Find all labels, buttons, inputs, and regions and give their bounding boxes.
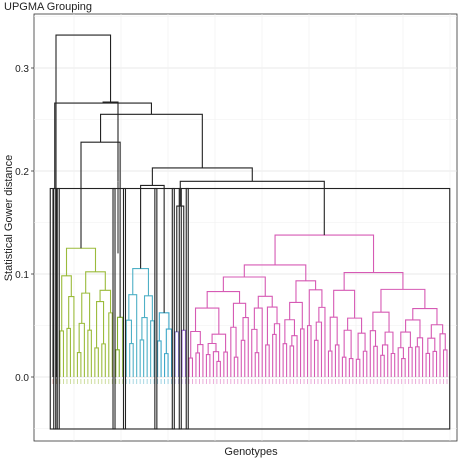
- cluster-branch: [300, 328, 305, 377]
- cluster-branch: [76, 352, 82, 377]
- cluster-branch: [390, 352, 396, 377]
- cluster-branch: [254, 352, 260, 377]
- cluster-branch: [327, 350, 333, 377]
- cluster-branch: [412, 308, 438, 325]
- cluster-branch: [141, 316, 148, 377]
- cluster-branch: [232, 302, 247, 328]
- cluster-branch: [427, 337, 436, 354]
- cluster-branch: [223, 351, 228, 377]
- cluster-branch: [380, 354, 385, 377]
- x-axis-label: Genotypes: [224, 446, 278, 458]
- cluster-box: [185, 187, 451, 430]
- cluster-branch: [205, 354, 211, 377]
- cluster-branch: [181, 329, 187, 377]
- cluster-box: [112, 187, 127, 430]
- y-tick-label: 0.1: [15, 270, 29, 281]
- cluster-branch: [425, 352, 431, 377]
- cluster-branch: [405, 319, 421, 338]
- cluster-branch: [343, 329, 352, 359]
- cluster-branch: [190, 330, 201, 359]
- cluster-boxes: [49, 187, 451, 430]
- cluster-branch: [195, 352, 200, 377]
- cluster-branch: [87, 329, 92, 377]
- cluster-branch: [197, 344, 204, 377]
- cluster-box: [53, 187, 60, 430]
- cluster-branch: [59, 330, 65, 377]
- cluster-branch: [132, 267, 149, 296]
- y-tick-label: 0.3: [15, 64, 29, 75]
- cluster-box: [171, 187, 182, 430]
- y-axis-label: Statistical Gower distance: [3, 155, 15, 282]
- cluster-branch: [85, 271, 106, 294]
- cluster-branch: [372, 311, 390, 333]
- cluster-branch: [174, 331, 180, 377]
- cluster-branch: [222, 276, 266, 297]
- cluster-branch: [61, 275, 72, 331]
- cluster-branch: [207, 342, 217, 355]
- plot-panel: [33, 13, 458, 442]
- cluster-branch: [265, 344, 270, 377]
- y-axis: 0.0 0.1 0.2 0.3: [15, 64, 34, 384]
- cluster-branch: [143, 295, 153, 321]
- cluster-branch: [66, 327, 71, 377]
- cluster-box: [49, 187, 57, 430]
- cluster-branch: [272, 333, 277, 377]
- cluster-branch: [347, 317, 363, 334]
- y-tick-label: 0.2: [15, 167, 29, 178]
- cluster-branch: [306, 325, 312, 377]
- cluster-branch: [284, 319, 296, 344]
- cluster-branch: [65, 247, 97, 276]
- chart-title: UPGMA Grouping: [4, 1, 92, 13]
- cluster-branch: [81, 292, 91, 331]
- cluster-branch: [125, 319, 133, 377]
- cluster-branch: [291, 335, 298, 377]
- cluster-branch: [315, 321, 323, 377]
- cluster-box: [122, 187, 158, 430]
- cluster-branch: [355, 358, 361, 377]
- cluster-branch: [308, 289, 323, 326]
- cluster-box: [178, 187, 189, 430]
- cluster-box: [154, 187, 175, 430]
- cluster-branch: [430, 324, 444, 339]
- merge-branch: [55, 34, 112, 192]
- cluster-box: [56, 187, 116, 430]
- cluster-branch: [384, 331, 394, 354]
- cluster-branch: [108, 312, 113, 377]
- cluster-branch: [139, 339, 145, 377]
- cluster-branch: [251, 328, 258, 377]
- cluster-branch: [380, 288, 426, 313]
- y-tick-label: 0.0: [15, 373, 29, 384]
- cluster-branch: [439, 333, 446, 377]
- cluster-branch: [206, 290, 241, 309]
- cluster-branch: [116, 316, 124, 377]
- cluster-branch: [373, 345, 378, 377]
